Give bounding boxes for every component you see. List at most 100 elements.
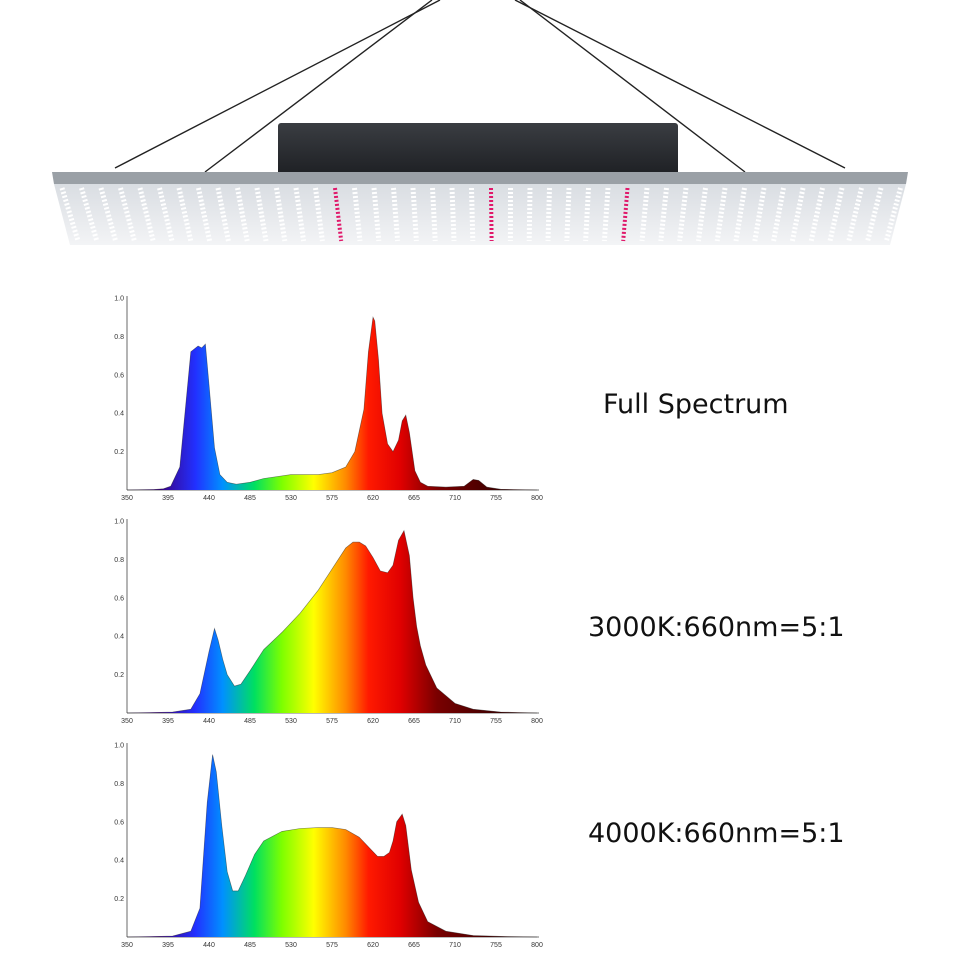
x-tick-label: 710 <box>449 495 461 502</box>
x-tick-label: 350 <box>121 718 133 725</box>
x-tick-label: 485 <box>244 495 256 502</box>
white-led-row <box>789 187 806 242</box>
spectrum-area <box>127 754 537 937</box>
x-tick-label: 755 <box>490 942 502 949</box>
spectrum-chart-4000k: 1.0 0.8 0.6 0.4 0.2 350 395 440 485 530 575 620 665 7… <box>100 737 550 952</box>
y-tick-label: 0.4 <box>114 634 124 641</box>
x-tick-label: 710 <box>449 718 461 725</box>
x-tick-label: 755 <box>490 718 502 725</box>
white-led-row <box>469 187 476 242</box>
white-led-row <box>752 187 767 242</box>
white-led-row <box>313 187 325 242</box>
x-tick-label: 755 <box>490 495 502 502</box>
x-tick-label: 485 <box>244 718 256 725</box>
y-tick-label: 0.8 <box>114 334 124 341</box>
chart-caption-4000k: 4000K:660nm=5:1 <box>588 818 845 849</box>
y-tick-label: 0.2 <box>114 896 124 903</box>
white-led-row <box>449 187 457 242</box>
white-led-row <box>235 187 250 242</box>
x-tick-label: 710 <box>449 942 461 949</box>
white-led-row <box>157 187 175 242</box>
chart-caption-3000k: 3000K:660nm=5:1 <box>588 612 845 643</box>
x-tick-label: 395 <box>162 495 174 502</box>
white-led-row <box>59 187 81 242</box>
white-led-row <box>601 187 611 242</box>
x-tick-label: 665 <box>408 718 420 725</box>
white-led-row <box>254 187 269 242</box>
led-rows <box>59 187 903 242</box>
y-tick-label: 0.8 <box>114 781 124 788</box>
x-tick-label: 575 <box>326 718 338 725</box>
white-led-row <box>733 187 747 242</box>
x-tick-label: 620 <box>367 718 379 725</box>
x-tick-label: 620 <box>367 942 379 949</box>
y-tick-label: 1.0 <box>114 296 124 303</box>
y-tick-label: 0.8 <box>114 557 124 564</box>
white-led-row <box>846 187 864 242</box>
hanging-wires <box>114 0 846 173</box>
x-tick-label: 395 <box>162 718 174 725</box>
white-led-row <box>658 187 669 242</box>
y-tick-label: 1.0 <box>114 519 124 526</box>
white-led-row <box>391 187 401 242</box>
y-tick-label: 1.0 <box>114 743 124 750</box>
x-tick-label: 575 <box>326 495 338 502</box>
spectrum-line <box>126 316 538 491</box>
white-led-row <box>827 187 845 242</box>
white-led-row <box>883 187 903 242</box>
x-tick-label: 800 <box>531 942 543 949</box>
white-led-row <box>695 187 708 242</box>
x-tick-label: 665 <box>408 942 420 949</box>
x-tick-label: 350 <box>121 495 133 502</box>
white-led-row <box>771 187 786 242</box>
spectrum-chart-3000k-svg: 1.0 0.8 0.6 0.4 0.2 350 395 440 485 530 575 620 665 7… <box>114 519 543 726</box>
x-tick-label: 620 <box>367 495 379 502</box>
x-tick-label: 530 <box>285 718 297 725</box>
red-led-row <box>489 187 494 242</box>
spectrum-line <box>126 754 538 938</box>
x-tick-label: 665 <box>408 495 420 502</box>
white-led-row <box>430 187 438 242</box>
red-led-row <box>333 187 344 242</box>
white-led-row <box>79 187 100 242</box>
x-tick-label: 575 <box>326 942 338 949</box>
x-tick-label: 800 <box>531 718 543 725</box>
driver-box <box>278 123 678 175</box>
x-tick-label: 485 <box>244 942 256 949</box>
red-led-row <box>621 187 630 242</box>
white-led-row <box>410 187 419 242</box>
white-led-row <box>215 187 231 242</box>
white-led-row <box>98 187 119 242</box>
white-led-row <box>677 187 689 242</box>
white-led-row <box>176 187 194 242</box>
white-led-row <box>639 187 650 242</box>
x-tick-label: 440 <box>203 942 215 949</box>
x-tick-label: 350 <box>121 942 133 949</box>
x-tick-label: 440 <box>203 718 215 725</box>
spectrum-line <box>126 529 538 714</box>
x-tick-label: 530 <box>285 942 297 949</box>
white-led-row <box>371 187 382 242</box>
y-tick-label: 0.4 <box>114 858 124 865</box>
white-led-row <box>526 187 533 242</box>
y-tick-label: 0.6 <box>114 595 124 602</box>
spectrum-chart-full: 1.0 0.8 0.6 0.4 0.2 350 395 440 485 530 575 620 665 7… <box>100 290 550 505</box>
white-led-row <box>808 187 825 242</box>
x-tick-label: 440 <box>203 495 215 502</box>
white-led-row <box>118 187 137 242</box>
white-led-row <box>352 187 363 242</box>
y-tick-label: 0.2 <box>114 672 124 679</box>
white-led-row <box>196 187 213 242</box>
white-led-row <box>714 187 728 242</box>
white-led-row <box>583 187 591 242</box>
light-panel-edge <box>52 172 908 184</box>
x-tick-label: 395 <box>162 942 174 949</box>
white-led-row <box>137 187 156 242</box>
spectrum-chart-full-svg: 1.0 0.8 0.6 0.4 0.2 350 395 440 485 530 575 620 665 7… <box>114 296 543 503</box>
spectrum-chart-3000k: 1.0 0.8 0.6 0.4 0.2 350 395 440 485 530 575 620 665 7… <box>100 513 550 728</box>
led-grow-light-panel-photo <box>52 0 908 245</box>
y-tick-label: 0.6 <box>114 372 124 379</box>
x-tick-label: 800 <box>531 495 543 502</box>
white-led-row <box>293 187 307 242</box>
spectrum-chart-4000k-svg: 1.0 0.8 0.6 0.4 0.2 350 395 440 485 530 575 620 665 7… <box>114 743 543 950</box>
